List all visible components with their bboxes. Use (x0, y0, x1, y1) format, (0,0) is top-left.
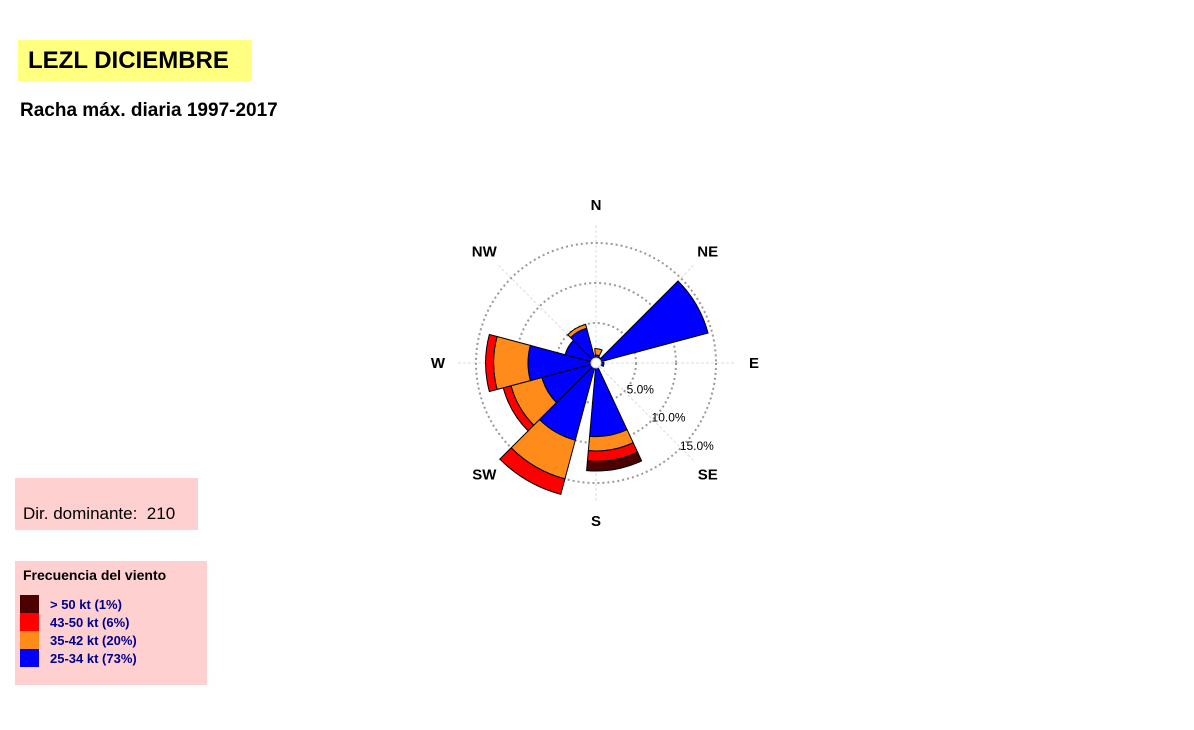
legend-item: 43-50 kt (6%) (20, 613, 129, 631)
compass-label: N (591, 197, 602, 214)
legend-swatch (20, 595, 39, 613)
legend-swatch (20, 649, 39, 667)
dominant-direction-value: 210 (147, 504, 175, 523)
compass-label: E (749, 355, 759, 372)
legend-item: > 50 kt (1%) (20, 595, 122, 613)
rose-wedge (494, 336, 531, 389)
ring-label: 15.0% (680, 439, 714, 453)
rose-wedge (595, 349, 602, 356)
legend-label: > 50 kt (1%) (50, 597, 122, 612)
rose-wedge (596, 281, 708, 363)
legend-title: Frecuencia del viento (23, 567, 166, 583)
legend-label: 35-42 kt (20%) (50, 633, 137, 648)
legend-item: 35-42 kt (20%) (20, 631, 137, 649)
compass-label: S (591, 513, 601, 530)
legend-item: 25-34 kt (73%) (20, 649, 137, 667)
compass-label: SE (698, 467, 718, 484)
dominant-direction-text: Dir. dominante: 210 (23, 504, 175, 524)
compass-label: NW (472, 243, 498, 260)
center-dot (591, 358, 601, 368)
legend-swatch (20, 631, 39, 649)
dominant-direction-box: Dir. dominante: 210 (15, 478, 198, 530)
rose-wedge (590, 363, 628, 437)
legend-label: 25-34 kt (73%) (50, 651, 137, 666)
compass-label: W (431, 355, 446, 372)
ring-label: 10.0% (652, 411, 686, 425)
legend-swatch (20, 613, 39, 631)
ring-label: 5.0% (627, 382, 655, 396)
legend: Frecuencia del viento > 50 kt (1%) 43-50… (15, 561, 207, 685)
dominant-direction-label: Dir. dominante: (23, 504, 137, 523)
compass-label: NE (697, 243, 718, 260)
legend-label: 43-50 kt (6%) (50, 615, 129, 630)
compass-label: SW (472, 467, 497, 484)
